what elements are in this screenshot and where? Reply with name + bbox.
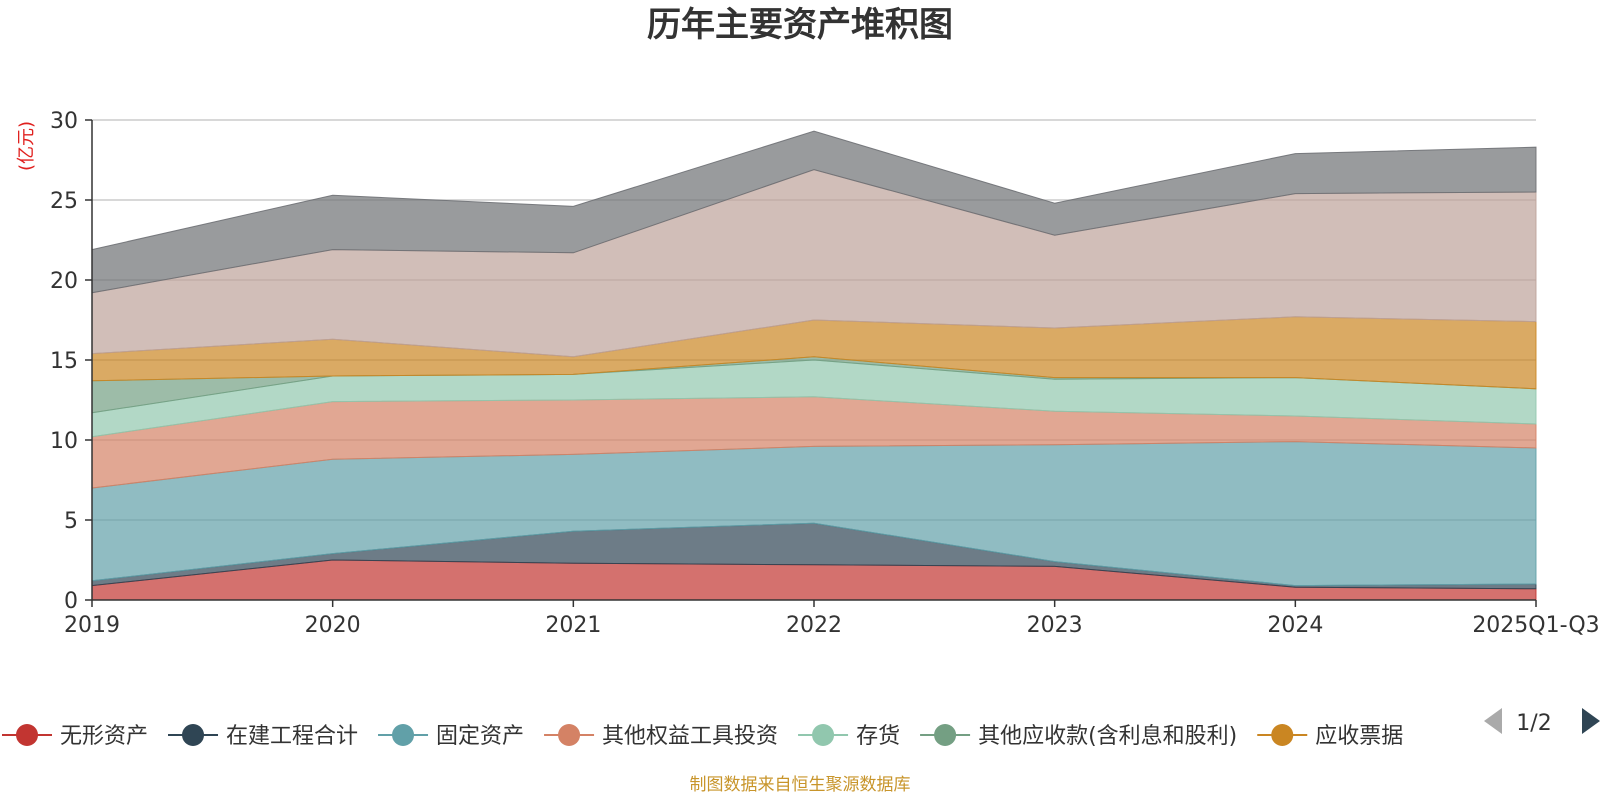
legend-item-7[interactable]: 应收票据	[1257, 724, 1403, 749]
y-axis-unit: (亿元)	[16, 121, 37, 171]
legend-item-4[interactable]: 其他权益工具投资	[544, 724, 778, 749]
legend: 无形资产 在建工程合计 固定资产 其他权益工具投资 存货 其他应收款(含利息和股利) 应收票…	[2, 708, 1600, 749]
area-series	[91, 130, 1537, 601]
legend-marker-icon	[812, 724, 835, 746]
y-tick-label-3: 15	[50, 349, 78, 374]
legend-label: 存货	[856, 724, 900, 749]
legend-item-2[interactable]: 在建工程合计	[168, 724, 358, 749]
x-tick-label-3: 2022	[786, 613, 842, 638]
axes: 0 5 10 15 20 25 30 2019 2020 2021 2022 2023 2024 2025…	[50, 109, 1600, 638]
y-tick-label-0: 0	[64, 589, 78, 614]
legend-label: 固定资产	[436, 724, 524, 749]
legend-label: 在建工程合计	[226, 724, 358, 749]
legend-marker-icon	[558, 724, 581, 746]
legend-page-indicator: 1/2	[1516, 711, 1551, 736]
legend-label: 无形资产	[60, 724, 148, 749]
x-tick-label-1: 2020	[305, 613, 361, 638]
legend-label: 其他权益工具投资	[602, 724, 778, 749]
y-tick-label-2: 10	[50, 429, 78, 454]
legend-item-5[interactable]: 存货	[798, 724, 900, 749]
legend-next-page-icon[interactable]	[1582, 708, 1600, 734]
legend-marker-icon	[934, 724, 957, 746]
legend-marker-icon	[182, 724, 205, 746]
y-tick-label-4: 20	[50, 269, 78, 294]
y-tick-label-1: 5	[64, 509, 78, 534]
y-tick-label-5: 25	[50, 189, 78, 214]
area-series-9	[91, 130, 1537, 294]
legend-marker-icon	[1271, 724, 1294, 746]
x-tick-label-2: 2021	[545, 613, 601, 638]
legend-marker-icon	[392, 724, 415, 746]
x-tick-label-4: 2023	[1027, 613, 1083, 638]
legend-item-6[interactable]: 其他应收款(含利息和股利)	[920, 724, 1237, 749]
x-tick-label-6: 2025Q1-Q3	[1472, 613, 1599, 638]
legend-prev-page-icon[interactable]	[1484, 708, 1502, 734]
legend-item-3[interactable]: 固定资产	[378, 724, 524, 749]
chart-title: 历年主要资产堆积图	[647, 5, 953, 45]
legend-label: 其他应收款(含利息和股利)	[978, 724, 1237, 749]
legend-item-1[interactable]: 无形资产	[2, 724, 148, 749]
data-source-note: 制图数据来自恒生聚源数据库	[690, 775, 911, 795]
x-tick-label-5: 2024	[1267, 613, 1323, 638]
legend-label: 应收票据	[1315, 724, 1403, 749]
y-tick-label-6: 30	[50, 109, 78, 134]
x-tick-label-0: 2019	[64, 613, 120, 638]
legend-marker-icon	[16, 724, 38, 746]
